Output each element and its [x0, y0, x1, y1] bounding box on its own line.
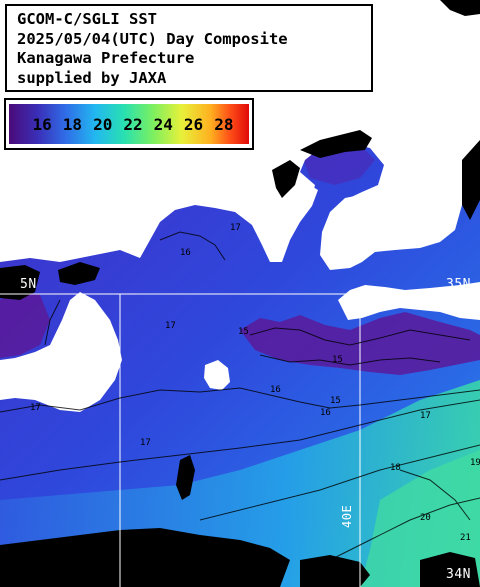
legend-label-18: 18 — [62, 114, 83, 134]
contour-label: 18 — [390, 463, 401, 473]
title-region: Kanagawa Prefecture — [17, 49, 195, 67]
contour-label: 15 — [238, 327, 249, 337]
contour-label-group: 17 16 15 15 15 16 17 17 19 20 21 18 17 1… — [30, 223, 480, 543]
legend-label-22: 22 — [123, 114, 143, 134]
contour-label: 15 — [332, 355, 343, 365]
legend-labels: 16 18 20 22 24 26 28 — [9, 104, 249, 144]
contour-label: 16 — [270, 385, 281, 395]
contour-label: 17 — [230, 223, 241, 233]
contour-label: 19 — [470, 458, 480, 468]
title-date: 2025/05/04(UTC) Day Composite — [17, 29, 288, 48]
lat-label-35n-left: 5N — [20, 277, 37, 292]
contour-label: 20 — [420, 513, 431, 523]
contour-label: 17 — [165, 321, 176, 331]
title-box: GCOM-C/SGLI SST 2025/05/04(UTC) Day Comp… — [5, 4, 373, 92]
legend-label-28: 28 — [214, 114, 234, 134]
legend-gradient — [9, 104, 249, 144]
lon-label-140e: 40E — [340, 504, 354, 528]
legend-label-26: 26 — [183, 114, 204, 134]
legend-label-16: 16 — [32, 114, 52, 134]
sst-contours — [0, 231, 480, 561]
contour-label: 21 — [460, 533, 471, 543]
contour-label: 17 — [30, 403, 41, 413]
cool-patch-west — [0, 290, 50, 358]
land-west-coast — [0, 292, 122, 412]
legend-label-20: 20 — [93, 114, 113, 134]
land-island — [204, 360, 230, 390]
lat-label-35n: 35N — [446, 277, 471, 292]
contour-label: 17 — [140, 438, 151, 448]
title-credit: supplied by JAXA — [17, 68, 167, 87]
color-legend: 16 18 20 22 24 26 28 — [4, 98, 254, 150]
legend-label-24: 24 — [153, 114, 173, 134]
contour-label: 17 — [420, 411, 431, 421]
title-product: GCOM-C/SGLI SST — [17, 10, 157, 28]
contour-label: 15 — [330, 396, 341, 406]
lat-label-34n: 34N — [446, 567, 471, 582]
contour-label: 16 — [180, 248, 191, 258]
contour-label: 16 — [320, 408, 331, 418]
land-miura — [338, 282, 480, 320]
